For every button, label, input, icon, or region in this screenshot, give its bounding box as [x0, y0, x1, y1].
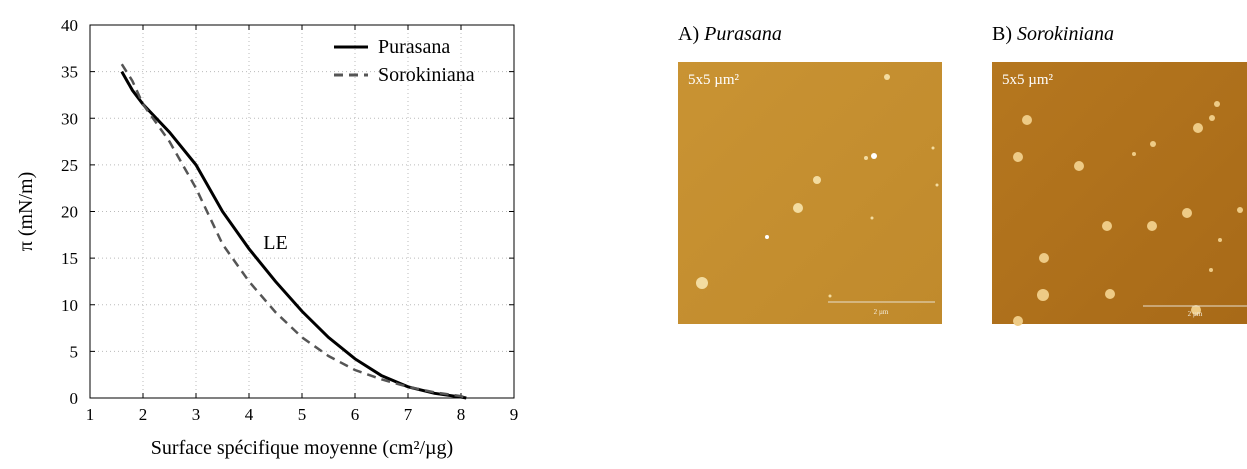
x-tick-label: 1: [86, 405, 95, 424]
y-tick-label: 30: [61, 109, 78, 128]
y-tick-label: 0: [70, 389, 79, 408]
particles: [1013, 101, 1243, 326]
afm-image-a: 2 µm 5x5 µm² A) Purasana: [678, 23, 942, 324]
afm-surface: [678, 62, 942, 324]
image-scale: 5x5 µm²: [688, 72, 740, 88]
x-tick-label: 5: [298, 405, 307, 424]
image-title-name: Sorokiniana: [1017, 23, 1114, 45]
scale-bar-label: 2 µm: [1188, 310, 1203, 318]
x-tick-label: 8: [457, 405, 466, 424]
x-tick-label: 2: [139, 405, 148, 424]
legend-label: Sorokiniana: [378, 64, 475, 86]
legend-label: Purasana: [378, 36, 450, 58]
y-tick-label: 5: [70, 342, 79, 361]
image-title-prefix: B): [992, 23, 1017, 45]
y-tick-label: 40: [61, 16, 78, 35]
y-axis-label: π (mN/m): [15, 172, 37, 252]
image-scale: 5x5 µm²: [1002, 72, 1054, 88]
image-title-prefix: A): [678, 23, 704, 45]
y-tick-label: 35: [61, 63, 78, 82]
y-tick-label: 20: [61, 203, 78, 222]
plot-frame: [89, 24, 515, 399]
x-tick-label: 6: [351, 405, 360, 424]
x-tick-label: 7: [404, 405, 413, 424]
annotation: LE: [263, 232, 287, 254]
y-tick-label: 25: [61, 156, 78, 175]
x-tick-label: 3: [192, 405, 201, 424]
afm-image-b: 2 µm 5x5 µm² B) Sorokiniana: [992, 23, 1247, 326]
particles: [696, 74, 939, 298]
image-title: B) Sorokiniana: [992, 23, 1114, 45]
x-tick-label: 9: [510, 405, 519, 424]
image-title: A) Purasana: [678, 23, 782, 45]
series-line: [120, 70, 467, 400]
y-tick-label: 15: [61, 249, 78, 268]
x-tick-label: 4: [245, 405, 254, 424]
series-line: [120, 63, 467, 400]
x-axis-label: Surface spécifique moyenne (cm²/µg): [151, 437, 453, 459]
y-tick-label: 10: [61, 296, 78, 315]
scale-bar-label: 2 µm: [874, 308, 889, 316]
image-title-name: Purasana: [703, 23, 782, 45]
afm-surface: [992, 62, 1247, 324]
